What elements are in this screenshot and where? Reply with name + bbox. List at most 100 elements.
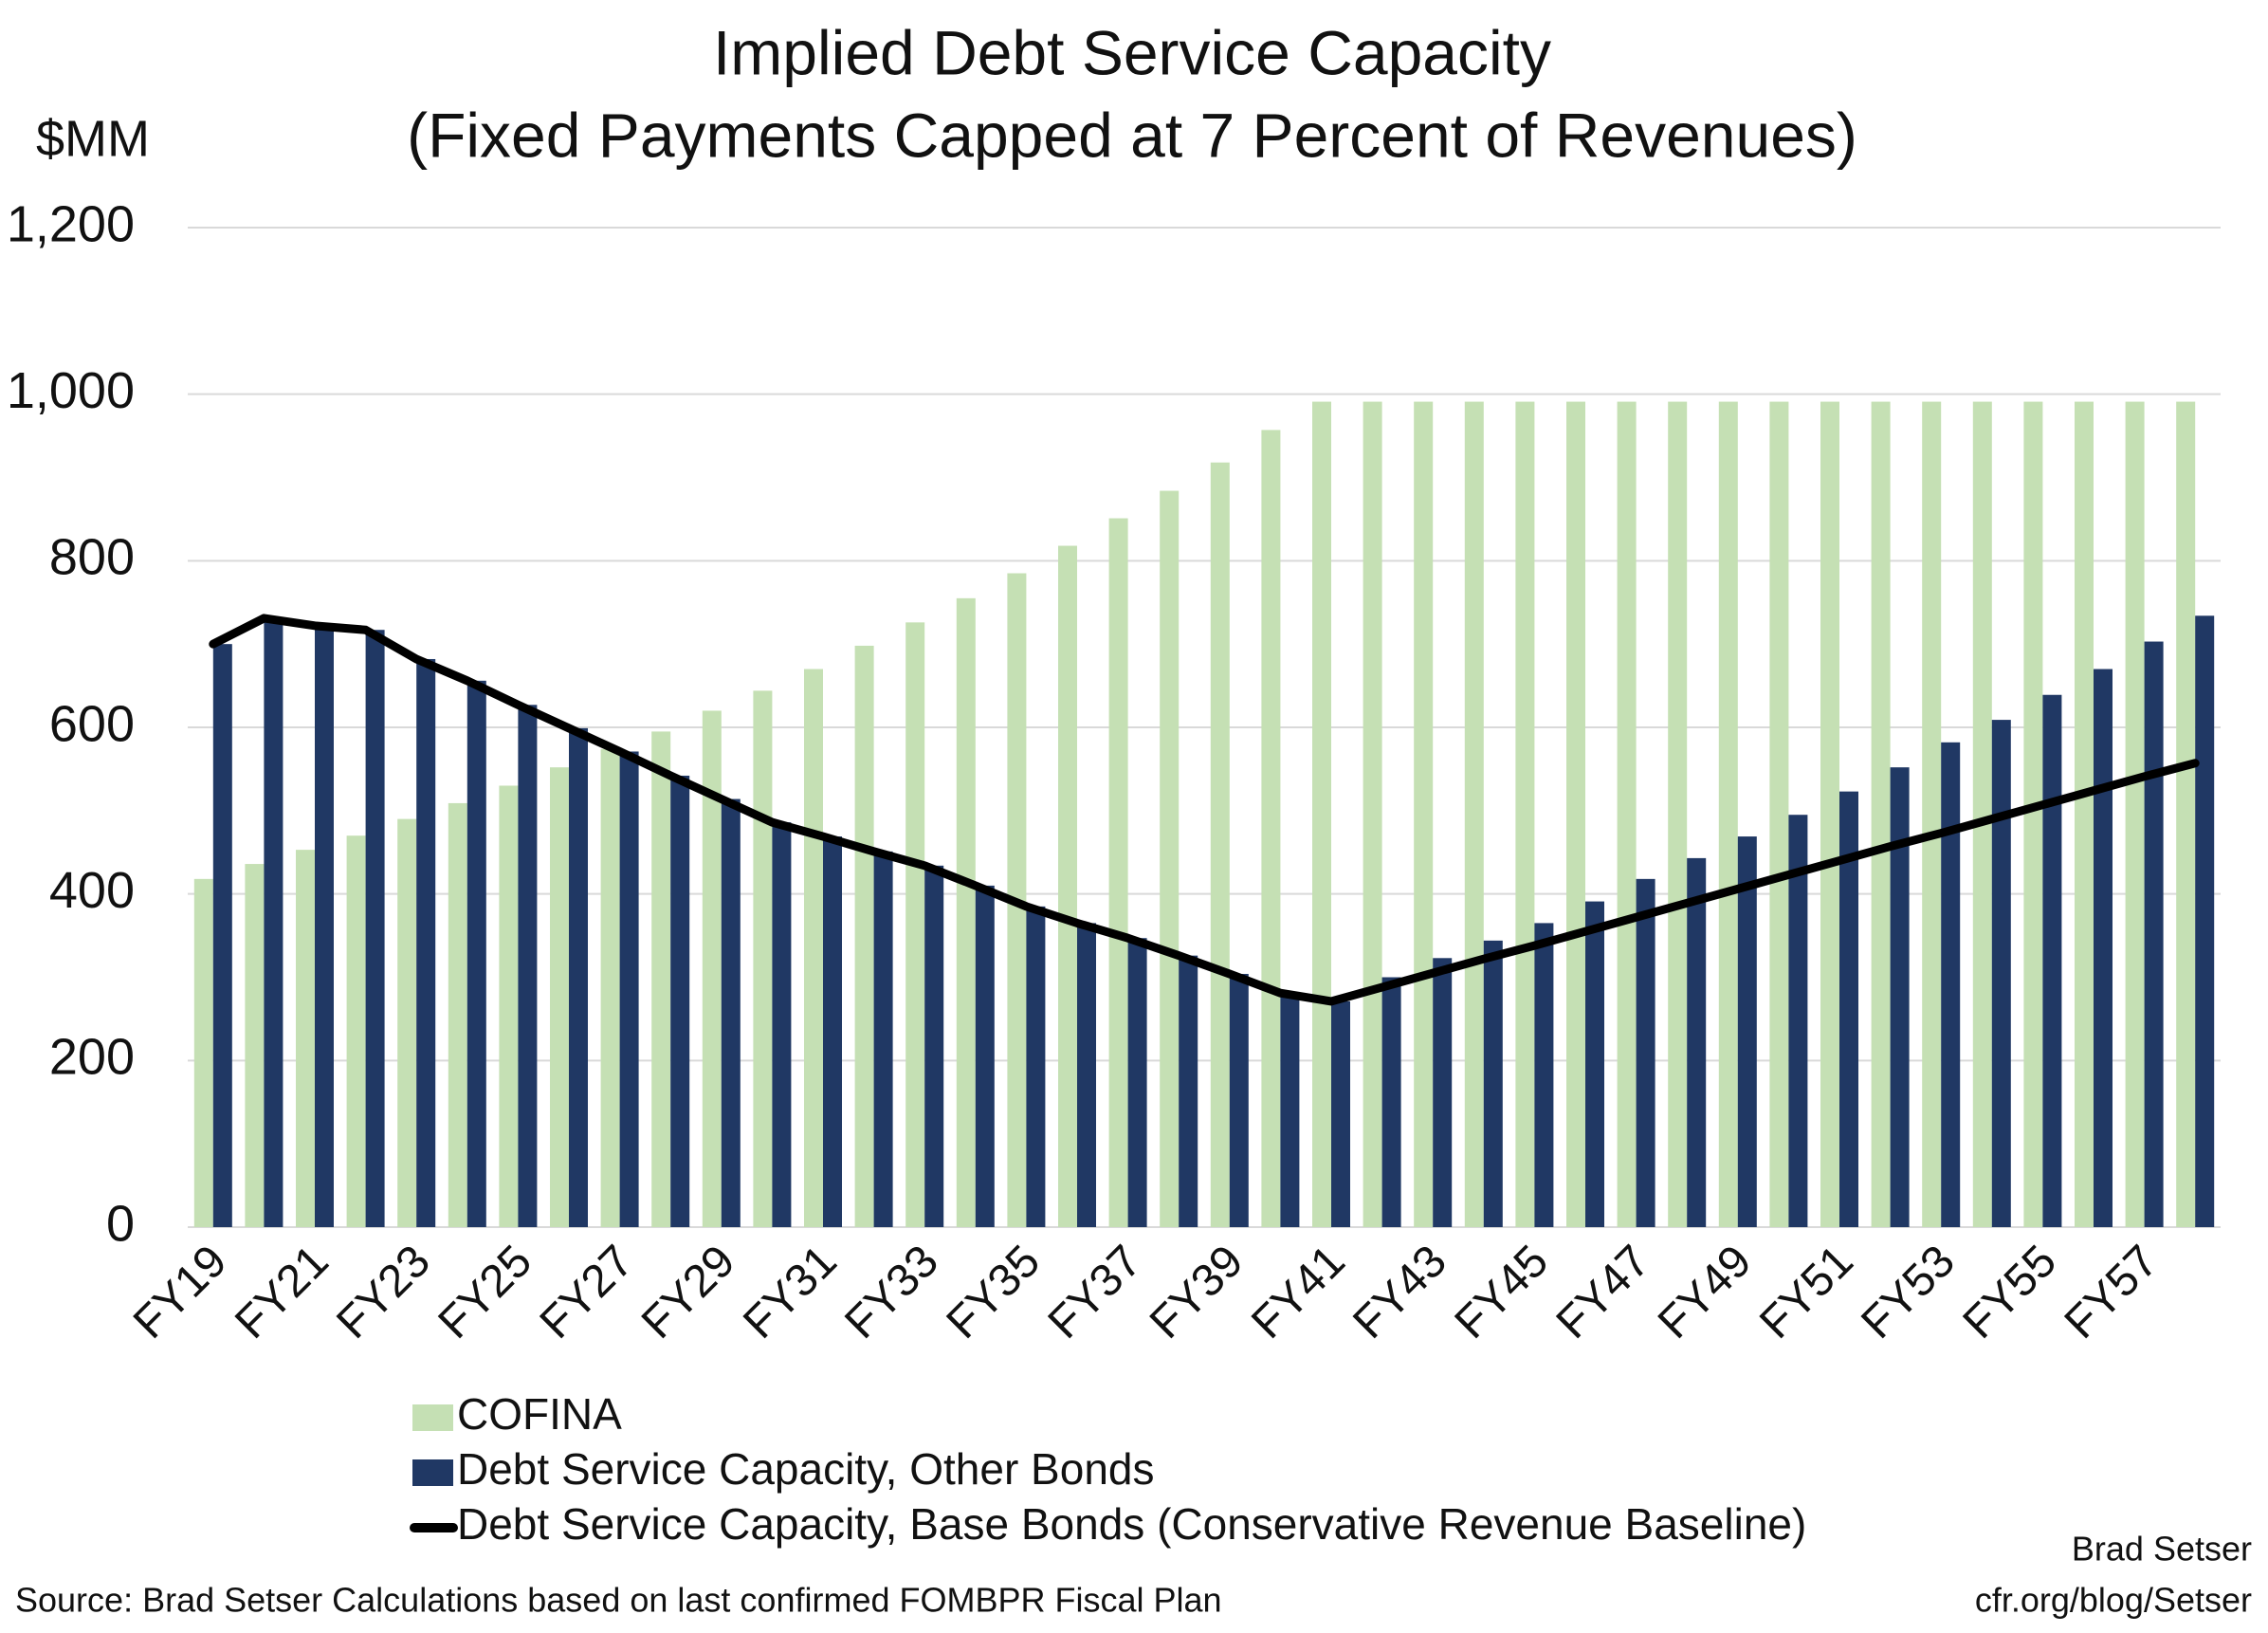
bar [1108,518,1128,1227]
legend-label: Debt Service Capacity, Other Bonds [457,1444,1154,1494]
bar [1280,993,1300,1227]
bar [1668,401,1688,1227]
bar [823,836,842,1227]
x-tick-label: FY53 [1852,1236,1965,1349]
bar [854,645,874,1227]
bar [1687,857,1707,1227]
bar [956,597,976,1227]
bar [448,802,467,1227]
chart-title: Implied Debt Service Capacity [713,17,1551,87]
bar [466,680,486,1227]
bar [346,835,366,1227]
bar [1972,401,1992,1227]
bar [1077,923,1096,1227]
bar [1871,401,1891,1227]
bar [670,775,690,1227]
bar [212,644,232,1227]
bar [1515,401,1535,1227]
x-tick-label: FY23 [327,1236,440,1349]
bar [1839,791,1858,1227]
bar [1617,401,1637,1227]
x-tick-label: FY51 [1750,1236,1863,1349]
legend-swatch [412,1404,453,1431]
x-tick-label: FY25 [430,1236,542,1349]
line [209,614,2200,1006]
x-tick-label: FY57 [2056,1236,2168,1349]
bar [296,850,315,1227]
bar [1160,490,1180,1227]
bar [1534,923,1554,1227]
bar [1229,973,1249,1227]
bar [1414,401,1434,1227]
bar [2195,615,2215,1227]
bar [2094,669,2113,1227]
bar [2042,694,2062,1227]
bar [569,727,588,1227]
bar [2176,401,2196,1227]
bar [804,669,823,1227]
x-tick-label: FY47 [1547,1236,1660,1349]
bar [1820,401,1839,1227]
bar [315,625,334,1227]
bar [1127,938,1147,1227]
bar [365,630,385,1227]
bar [1941,742,1961,1227]
x-tick-label: FY37 [1039,1236,1152,1349]
x-tick-label: FY33 [835,1236,948,1349]
bar [1737,836,1757,1227]
bar [1210,462,1230,1227]
bar [1890,767,1910,1227]
bar [499,785,519,1227]
bar [905,622,925,1227]
bar [1991,720,2011,1227]
chart-subtitle: (Fixed Payments Capped at 7 Percent of R… [407,100,1857,170]
x-tick-label: FY21 [226,1236,338,1349]
bar [619,751,639,1227]
x-tick-label: FY49 [1649,1236,1762,1349]
bar [550,767,569,1227]
bar [518,705,538,1227]
bar [772,822,792,1227]
bar [1464,401,1484,1227]
y-tick-label: 800 [49,529,135,586]
bar [264,617,284,1227]
bar [1058,545,1077,1227]
bar [1922,401,1942,1227]
bar [1261,430,1281,1227]
y-tick-label: 600 [49,695,135,752]
author: Brad Setser [2072,1530,2252,1569]
bar [245,864,265,1227]
bar [1788,815,1808,1227]
x-tick-label: FY55 [1954,1236,2067,1349]
bar [1769,401,1789,1227]
x-tick-label: FY27 [531,1236,644,1349]
x-tick-label: FY39 [1141,1236,1253,1349]
x-tick-label: FY29 [632,1236,745,1349]
y-tick-label: 400 [49,862,135,919]
bar [416,658,436,1227]
x-tick-label: FY45 [1446,1236,1559,1349]
bar [600,748,620,1227]
bar [975,885,995,1227]
bar [924,865,944,1227]
legend-label: COFINA [457,1389,622,1439]
x-tick-label: FY31 [734,1236,847,1349]
bar [2144,641,2164,1227]
y-tick-label: 200 [49,1029,135,1086]
bar [1585,901,1604,1227]
y-tick-label: 0 [106,1195,135,1252]
bar [1331,1000,1350,1227]
bar [397,818,417,1227]
bar [1381,977,1401,1227]
author-url: cfr.org/blog/Setser [1975,1581,2252,1620]
bar [1026,906,1046,1227]
bar [2075,401,2094,1227]
bar [721,798,741,1227]
bar [2125,401,2145,1227]
x-tick-label: FY35 [938,1236,1051,1349]
bar [753,690,773,1227]
legend-swatch [412,1459,453,1486]
x-tick-label: FY41 [1242,1236,1355,1349]
x-tick-label: FY19 [124,1236,237,1349]
source-note: Source: Brad Setser Calculations based o… [15,1581,1222,1620]
